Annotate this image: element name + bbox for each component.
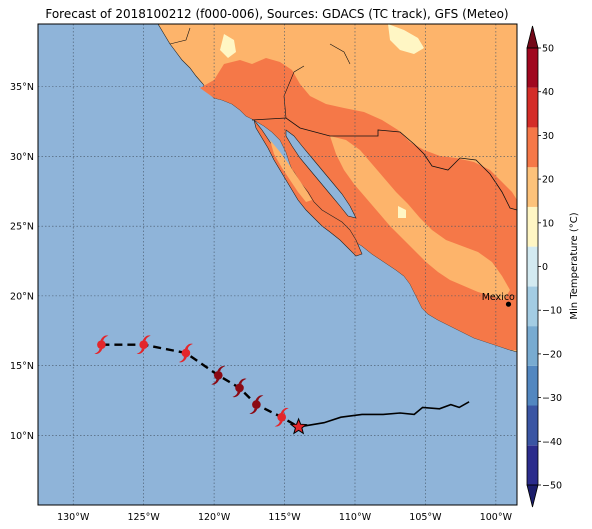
colorbar-segment: [527, 48, 538, 88]
hurricane-arm-top: [100, 335, 109, 341]
colorbar-tick-label: −50: [542, 481, 562, 492]
hurricane-core: [235, 383, 244, 393]
city-label: Mexico City: [482, 292, 537, 303]
hurricane-core: [139, 340, 148, 349]
colorbar-segment: [527, 286, 538, 327]
hurricane-core: [97, 340, 106, 349]
hurricane-symbol-icon: [249, 395, 264, 414]
hurricane-arm-bottom: [178, 357, 187, 363]
hurricane-symbol-icon: [232, 378, 247, 398]
hurricane-symbol-icon: [178, 343, 193, 363]
lat-tick-label: 25°N: [10, 222, 34, 233]
figure-title: Forecast of 2018100212 (f000-006), Sourc…: [45, 7, 508, 21]
lat-tick-label: 30°N: [10, 152, 34, 163]
lat-tick-label: 20°N: [10, 291, 34, 302]
colorbar-tick-label: 40: [542, 87, 554, 98]
hurricane-symbol-icon: [274, 407, 289, 427]
hurricane-arm-bottom: [136, 348, 145, 355]
map-frame: [37, 23, 518, 506]
hurricane-arm-bottom: [249, 408, 258, 414]
colorbar-segment: [527, 167, 538, 207]
colorbar-tick-label: 0: [542, 262, 548, 273]
land-baja-cool: [270, 140, 312, 202]
colorbar-tick-label: −20: [542, 349, 562, 360]
hurricane-core: [252, 400, 261, 409]
lat-tick-label: 15°N: [10, 361, 34, 372]
colorbar-tick-label: −30: [542, 393, 562, 404]
land-moderate-zone: [330, 136, 510, 300]
forecast-track-line: [101, 343, 300, 428]
hurricane-arm-top: [184, 343, 193, 349]
colorbar-tick-label: 30: [542, 131, 554, 142]
colorbar-tick-label: 50: [542, 44, 554, 55]
hurricane-arm-top: [142, 335, 151, 341]
hurricane-arm-top: [255, 395, 264, 401]
lon-tick-label: 125°W: [128, 512, 161, 523]
lat-tick-label: 35°N: [10, 82, 34, 93]
lon-tick-label: 130°W: [57, 512, 90, 523]
lon-tick-label: 120°W: [198, 512, 231, 523]
hurricane-arm-top: [238, 378, 247, 384]
hurricane-arm-bottom: [232, 391, 241, 398]
lat-tick-labels: 10°N 15°N 20°N 25°N 30°N 35°N: [10, 82, 34, 442]
city-marker: [505, 301, 512, 307]
past-track-line: [298, 401, 470, 428]
colorbar-label: Min Temperature (°C): [569, 212, 580, 319]
hurricane-symbol-icon: [94, 335, 109, 355]
colorbar-segment: [527, 445, 538, 486]
colorbar-segment: [527, 206, 538, 247]
land-cool-patch-2: [220, 34, 236, 58]
state-border-2: [169, 27, 191, 45]
colorbar-tick-label: −10: [542, 306, 562, 317]
hurricane-core: [277, 412, 286, 422]
colorbar-segment: [527, 326, 538, 366]
graticule: [38, 24, 517, 505]
hurricane-arm-bottom: [94, 348, 103, 355]
us-mexico-border: [251, 117, 517, 211]
storm-symbols: [94, 335, 289, 427]
hurricane-arm-top: [217, 365, 226, 372]
land-cool-patch: [388, 24, 424, 54]
colorbar-extend-high-icon: [526, 25, 539, 49]
colorbar-segment: [527, 405, 538, 446]
land-warm-zone: [200, 58, 517, 350]
hurricane-arm-bottom: [211, 379, 220, 385]
lon-tick-labels: 130°W 125°W 120°W 115°W 110°W 105°W 100°W: [57, 512, 513, 523]
colorbar-tick-label: 10: [542, 218, 554, 229]
lon-tick-label: 110°W: [339, 512, 372, 523]
map-area: Mexico City: [38, 24, 537, 505]
lon-tick-label: 100°W: [480, 512, 513, 523]
colorbar: −50 −40 −30 −20 −10 0 10 20 30 40 50: [526, 25, 562, 508]
lon-tick-label: 105°W: [409, 512, 442, 523]
land-cool-patch-3: [398, 206, 406, 218]
colorbar-segment: [527, 246, 538, 287]
hurricane-core: [181, 348, 191, 358]
gulf-of-california: [285, 129, 357, 219]
lat-tick-label: 10°N: [10, 431, 34, 442]
hurricane-core: [214, 371, 223, 380]
colorbar-tick-label: 20: [542, 175, 554, 186]
colorbar-extend-low-icon: [526, 484, 539, 508]
lon-tick-label: 115°W: [268, 512, 301, 523]
hurricane-arm-top: [280, 407, 289, 414]
current-position-star-icon: [289, 417, 308, 435]
state-border-3: [329, 43, 351, 65]
hurricane-symbol-icon: [136, 335, 151, 355]
colorbar-tick-label: −40: [542, 437, 562, 448]
state-border-1: [283, 65, 305, 119]
colorbar-segment: [527, 87, 538, 128]
hurricane-symbol-icon: [211, 365, 226, 385]
colorbar-segment: [527, 127, 538, 168]
colorbar-segment: [527, 365, 538, 406]
hurricane-arm-bottom: [274, 421, 283, 427]
